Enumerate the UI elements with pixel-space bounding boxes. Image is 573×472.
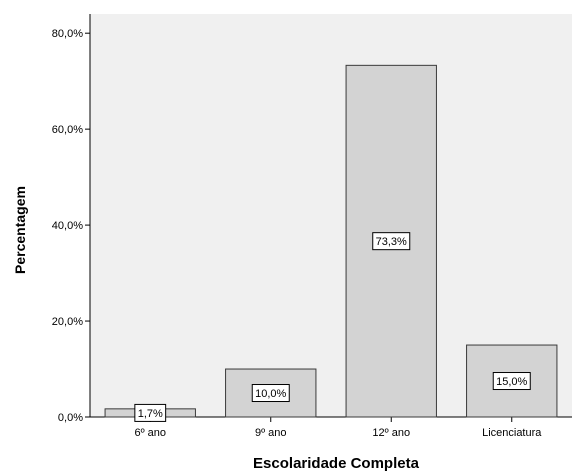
x-tick-label: Licenciatura: [482, 427, 542, 439]
y-tick-label: 20,0%: [52, 316, 83, 328]
bars: [104, 64, 558, 418]
y-axis: 0,0% 20,0% 40,0% 60,0% 80,0%: [52, 14, 91, 424]
y-axis-title: Percentagem: [12, 186, 28, 274]
y-tick-label: 80,0%: [52, 28, 83, 40]
data-label: 1,7%: [138, 408, 163, 420]
x-tick-label: 12º ano: [372, 427, 410, 439]
x-tick-label: 9º ano: [255, 427, 287, 439]
y-tick-label: 0,0%: [58, 412, 83, 424]
data-label-box: [372, 232, 411, 251]
data-label: 73,3%: [376, 236, 407, 248]
data-label-box: [251, 384, 290, 403]
data-labels: 1,7% 10,0% 73,3% 15,0%: [134, 232, 531, 422]
data-label-box: [134, 403, 167, 422]
data-label: 15,0%: [496, 376, 527, 388]
data-label: 10,0%: [255, 388, 286, 400]
y-tick-label: 40,0%: [52, 220, 83, 232]
data-label-box: [492, 372, 531, 391]
x-axis-title: Escolaridade Completa: [253, 455, 420, 472]
y-tick-label: 60,0%: [52, 124, 83, 136]
x-tick-label: 6º ano: [134, 427, 166, 439]
